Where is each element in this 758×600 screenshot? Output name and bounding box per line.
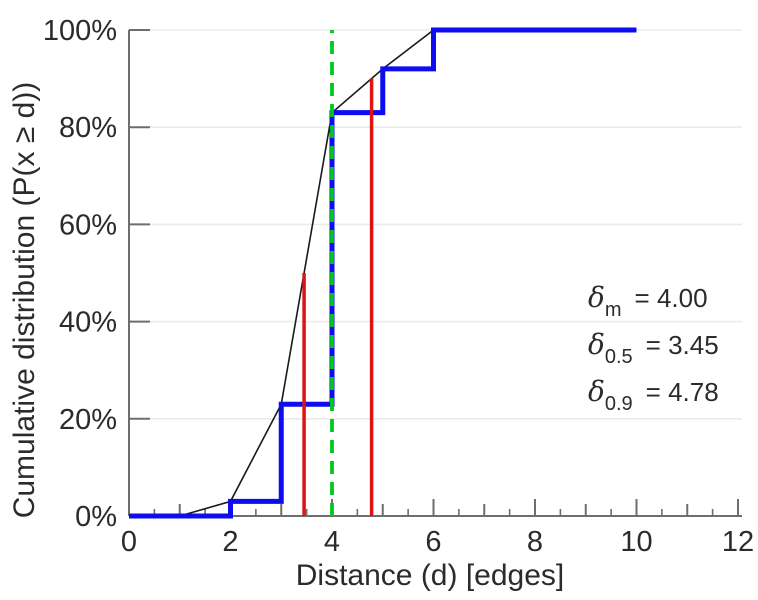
delta-subscript: 0.5	[605, 346, 633, 368]
delta-subscript: m	[605, 299, 622, 321]
x-tick-label-2: 2	[222, 526, 238, 558]
annotation-delta-05: δ0.5 = 3.45	[588, 328, 719, 368]
delta-value: = 4.00	[635, 283, 708, 313]
y-tick-label-40: 40%	[59, 307, 117, 339]
delta-subscript: 0.9	[605, 393, 633, 415]
x-axis-title: Distance (d) [edges]	[296, 559, 564, 592]
annotation-delta-m: δm = 4.00	[588, 281, 708, 321]
y-tick-label-0: 0%	[75, 501, 117, 533]
delta-value: = 3.45	[646, 330, 719, 360]
y-tick-label-60: 60%	[59, 209, 117, 241]
y-tick-label-80: 80%	[59, 112, 117, 144]
y-tick-label-20: 20%	[59, 404, 117, 436]
y-tick-label-100: 100%	[43, 15, 117, 47]
delta-symbol: δ	[588, 281, 605, 314]
x-tick-label-6: 6	[425, 526, 441, 558]
annotation-delta-09: δ0.9 = 4.78	[588, 375, 719, 415]
y-axis-title: Cumulative distribution (P(x ≥ d))	[8, 82, 41, 519]
delta-symbol: δ	[588, 375, 605, 408]
x-tick-label-12: 12	[722, 526, 754, 558]
cdf-linear-interpolation	[179, 29, 434, 517]
x-tick-label-8: 8	[527, 526, 543, 558]
x-tick-label-4: 4	[324, 526, 340, 558]
x-tick-label-10: 10	[620, 526, 652, 558]
x-tick-label-0: 0	[121, 526, 137, 558]
delta-value: = 4.78	[646, 377, 719, 407]
plot-area: 0% 20% 40% 60% 80% 100% 0 2 4 6 8 10 12	[43, 15, 754, 558]
cdf-step	[129, 27, 637, 519]
delta-symbol: δ	[588, 328, 605, 361]
